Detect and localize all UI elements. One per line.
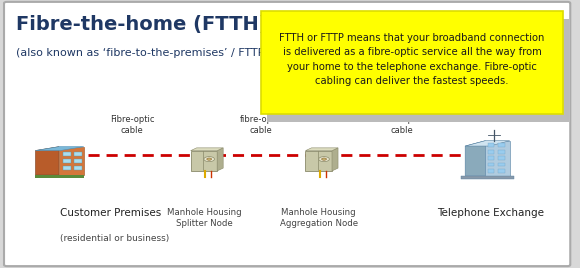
Polygon shape xyxy=(35,147,59,175)
FancyBboxPatch shape xyxy=(488,156,494,160)
Polygon shape xyxy=(465,141,485,176)
Polygon shape xyxy=(35,147,84,151)
FancyBboxPatch shape xyxy=(488,169,494,173)
FancyBboxPatch shape xyxy=(63,151,71,156)
Circle shape xyxy=(319,157,329,162)
FancyBboxPatch shape xyxy=(63,166,71,170)
Polygon shape xyxy=(59,147,84,175)
FancyBboxPatch shape xyxy=(74,159,82,163)
Text: fibre-optic
cable: fibre-optic cable xyxy=(380,115,423,135)
Polygon shape xyxy=(461,176,514,179)
Polygon shape xyxy=(332,148,338,171)
FancyBboxPatch shape xyxy=(498,150,505,154)
FancyBboxPatch shape xyxy=(262,11,563,114)
Circle shape xyxy=(322,158,327,160)
FancyBboxPatch shape xyxy=(63,159,71,163)
Text: (also known as ‘fibre-to-the-premises’ / FTTP): (also known as ‘fibre-to-the-premises’ /… xyxy=(16,48,269,58)
Text: fibre-optic
cable: fibre-optic cable xyxy=(240,115,283,135)
Text: FTTH or FTTP means that your broadband connection
is delivered as a fibre-optic : FTTH or FTTP means that your broadband c… xyxy=(280,33,545,86)
FancyBboxPatch shape xyxy=(74,166,82,170)
Text: Manhole Housing
Splitter Node: Manhole Housing Splitter Node xyxy=(166,208,241,228)
Text: Fibre-the-home (FTTH): Fibre-the-home (FTTH) xyxy=(16,15,268,34)
Polygon shape xyxy=(217,148,223,171)
FancyBboxPatch shape xyxy=(498,163,505,166)
Circle shape xyxy=(204,157,215,162)
FancyBboxPatch shape xyxy=(488,143,494,147)
Text: Customer Premises: Customer Premises xyxy=(60,208,162,218)
FancyBboxPatch shape xyxy=(4,2,570,266)
Text: Manhole Housing
Aggregation Node: Manhole Housing Aggregation Node xyxy=(280,208,358,228)
FancyBboxPatch shape xyxy=(267,19,568,122)
FancyBboxPatch shape xyxy=(498,143,505,147)
FancyBboxPatch shape xyxy=(488,163,494,166)
FancyBboxPatch shape xyxy=(488,150,494,154)
Polygon shape xyxy=(306,148,338,151)
Polygon shape xyxy=(306,151,332,171)
Polygon shape xyxy=(35,175,84,177)
FancyBboxPatch shape xyxy=(498,156,505,160)
FancyBboxPatch shape xyxy=(74,151,82,156)
Text: Fibre-optic
cable: Fibre-optic cable xyxy=(110,115,154,135)
Text: Telephone Exchange: Telephone Exchange xyxy=(437,208,545,218)
Polygon shape xyxy=(465,141,510,146)
Polygon shape xyxy=(485,141,510,176)
Circle shape xyxy=(206,158,212,160)
FancyBboxPatch shape xyxy=(498,169,505,173)
Polygon shape xyxy=(191,151,217,171)
Text: (residential or business): (residential or business) xyxy=(60,234,169,244)
Polygon shape xyxy=(191,148,223,151)
